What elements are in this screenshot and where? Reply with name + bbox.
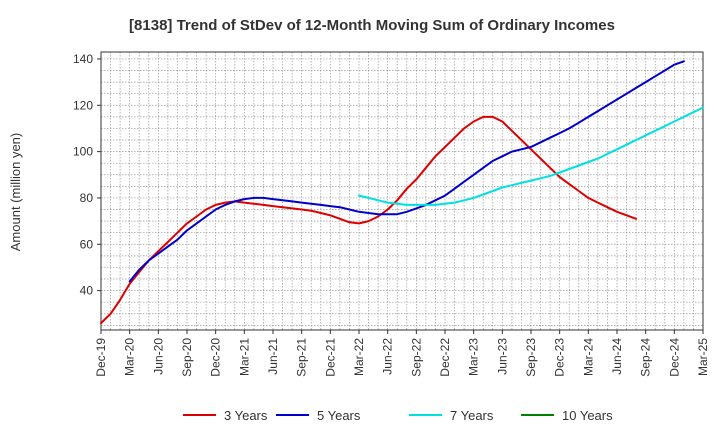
legend-label: 7 Years (450, 408, 494, 423)
y-tick-label: 100 (73, 145, 93, 159)
y-axis-label: Amount (million yen) (8, 133, 23, 252)
chart-title: [8138] Trend of StDev of 12-Month Moving… (129, 17, 615, 34)
x-tick-label: Sep-22 (409, 338, 423, 377)
x-tick-label: Jun-23 (495, 338, 509, 375)
grid-lines (101, 52, 703, 330)
x-tick-label: Mar-24 (581, 338, 595, 376)
x-tick-label: Dec-24 (667, 338, 681, 377)
axis-ticks: 40 60 80 100 120 140 Dec-19 Mar-20 Jun-20 Sep-20 D… (73, 52, 710, 377)
x-tick-label: Dec-20 (209, 338, 223, 377)
x-tick-label: Dec-22 (438, 338, 452, 377)
series-line-3-years (100, 115, 638, 325)
legend: 3 Years 5 Years 7 Years 10 Years (183, 408, 613, 423)
x-tick-label: Mar-22 (352, 338, 366, 376)
legend-label: 3 Years (224, 408, 268, 423)
y-tick-label: 140 (73, 52, 93, 66)
x-tick-label: Dec-21 (323, 338, 337, 377)
x-tick-label: Mar-25 (696, 338, 710, 376)
series-line-5-years (128, 60, 685, 283)
x-tick-label: Sep-20 (180, 338, 194, 377)
series-lines (100, 60, 704, 325)
x-tick-label: Mar-21 (237, 338, 251, 376)
y-tick-label: 60 (80, 237, 94, 251)
x-tick-label: Dec-19 (94, 338, 108, 377)
x-tick-label: Jun-21 (266, 338, 280, 375)
x-tick-label: Sep-21 (295, 338, 309, 377)
x-tick-label: Jun-20 (151, 338, 165, 375)
x-tick-label: Mar-23 (467, 338, 481, 376)
y-tick-label: 40 (80, 284, 94, 298)
plot-area (100, 51, 704, 331)
x-tick-label: Jun-22 (381, 338, 395, 375)
x-tick-label: Sep-23 (524, 338, 538, 377)
x-tick-label: Sep-24 (639, 338, 653, 377)
x-tick-label: Dec-23 (553, 338, 567, 377)
legend-label: 10 Years (562, 408, 613, 423)
y-tick-label: 80 (80, 191, 94, 205)
series-line-7-years (358, 106, 704, 206)
x-tick-label: Mar-20 (123, 338, 137, 376)
y-tick-label: 120 (73, 98, 93, 112)
x-tick-label: Jun-24 (610, 338, 624, 375)
legend-label: 5 Years (317, 408, 361, 423)
